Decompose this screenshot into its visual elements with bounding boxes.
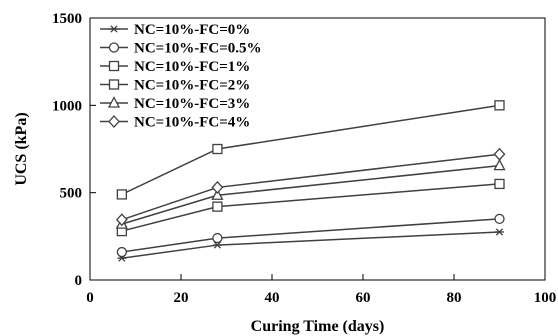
- legend-label: NC=10%-FC=1%: [134, 59, 250, 75]
- y-axis-label: UCS (kPa): [13, 112, 30, 185]
- series-3: [116, 178, 505, 237]
- legend-marker: [108, 115, 120, 128]
- series-1: [117, 228, 504, 262]
- x-tick-label: 60: [356, 290, 371, 306]
- data-point: [212, 232, 223, 244]
- data-point: [495, 228, 504, 236]
- y-tick-label: 1500: [52, 11, 82, 27]
- series-layer: [115, 100, 506, 262]
- x-tick-label: 100: [534, 290, 557, 306]
- y-tick-label: 1000: [52, 98, 82, 114]
- legend-entry-6: NC=10%-FC=4%: [100, 115, 250, 131]
- legend-marker: [108, 79, 120, 90]
- y-tick-label: 500: [60, 186, 83, 202]
- legend-entry-2: NC=10%-FC=0.5%: [100, 41, 262, 57]
- data-point: [494, 100, 505, 111]
- legend-entry-1: NC=10%-FC=0%: [100, 22, 250, 38]
- legend-marker: [107, 96, 121, 108]
- legend-entry-4: NC=10%-FC=2%: [100, 78, 250, 94]
- x-tick-label: 0: [86, 290, 94, 306]
- series-5: [115, 158, 506, 229]
- asterisk-stroke: [110, 25, 118, 33]
- legend-marker: [109, 25, 119, 33]
- axes-layer: 0 500 1000 1500 0 20 40 60 80 100: [52, 11, 556, 306]
- legend-label: NC=10%-FC=2%: [134, 78, 250, 94]
- data-point: [493, 147, 506, 161]
- data-point: [116, 189, 127, 200]
- legend-marker: [108, 42, 120, 53]
- data-point: [212, 201, 223, 212]
- series-line: [121, 218, 500, 253]
- data-point: [115, 213, 128, 227]
- plot-frame: [89, 17, 546, 281]
- plot-border: [89, 17, 546, 281]
- legend-label: NC=10%-FC=0.5%: [134, 41, 262, 57]
- data-point: [212, 241, 222, 249]
- asterisk-stroke: [495, 228, 504, 236]
- x-tick-label: 40: [265, 290, 280, 306]
- data-point: [212, 143, 223, 155]
- legend: NC=10%-FC=0% NC=10%-FC=0.5% NC=10%-FC=1% NC…: [100, 22, 262, 131]
- legend-label: NC=10%-FC=4%: [134, 115, 250, 131]
- legend-label: NC=10%-FC=3%: [134, 96, 250, 112]
- data-point: [116, 246, 127, 258]
- data-point: [494, 213, 505, 225]
- data-point: [211, 188, 224, 200]
- legend-entry-3: NC=10%-FC=1%: [100, 59, 250, 75]
- series-4: [116, 100, 505, 200]
- x-axis-label: Curing Time (days): [251, 318, 385, 335]
- x-tick-label: 80: [447, 290, 462, 306]
- series-2: [116, 213, 505, 258]
- data-point: [493, 158, 506, 171]
- series-6: [115, 147, 506, 227]
- data-point: [494, 178, 505, 190]
- data-point: [211, 180, 224, 194]
- series-line: [121, 153, 500, 221]
- asterisk-stroke: [213, 241, 222, 249]
- series-line: [121, 231, 500, 259]
- legend-label: NC=10%-FC=0%: [134, 22, 250, 38]
- x-tick-label: 20: [174, 290, 189, 306]
- series-line: [121, 164, 500, 225]
- legend-entry-5: NC=10%-FC=3%: [100, 96, 250, 112]
- legend-marker: [108, 60, 120, 72]
- y-tick-label: 0: [75, 273, 83, 289]
